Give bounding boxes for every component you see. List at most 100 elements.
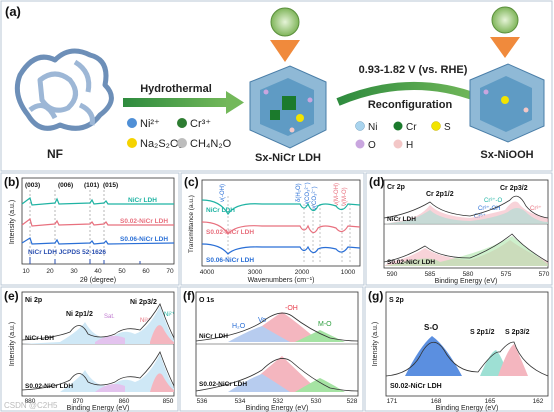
cr2p-trace-nicr [383,195,549,219]
ftir-plot-area [201,179,361,267]
ni2p-peak: Ni 2p3/2 [130,299,157,306]
o1s-trace-s002 [195,358,359,392]
watermark: CSDN @C2H5 [4,401,58,410]
s2p-xlabel: Binding Energy (eV) [436,405,499,412]
xrd-peak: (101) [84,182,99,189]
cr2p-title: Cr 2p [387,184,405,191]
atom-ni: Ni [368,122,377,133]
ldh-precursor-cluster-icon [270,7,300,62]
s2p-xticks: 171 168 165 162 [387,398,544,405]
atom-cr: Cr [406,122,417,133]
cr2p-xtick: 580 [463,271,474,278]
ftir-xtick: 3000 [248,269,263,276]
reagent-cr: Cr³⁺ [190,118,211,130]
atom-o: O [368,140,376,151]
atom-h: H [406,140,413,151]
panel-b-label: (b) [4,175,19,189]
o1s-title: O 1s [199,297,214,304]
ftir-trace-s006 [201,243,361,255]
o1s-xticks: 536 534 532 530 528 [197,398,358,405]
product-cluster-icon [490,6,520,58]
cr2p-xtick: 575 [501,271,512,278]
s2p-ylabel: Intensity (a.u.) [372,322,379,366]
xrd-xtick: 50 [118,268,126,275]
atom-legend: Ni Cr S O H [355,121,451,151]
panel-a-label: (a) [5,4,21,19]
ni2p-peak: Sat. [104,314,115,320]
ftir-annotation: ν(CO₃²⁻) [305,182,311,206]
s2p-peak: S 2p3/2 [505,329,530,336]
intermediate-label: Sx-NiCr LDH [255,152,321,164]
ni2p-xtick: 860 [119,398,130,405]
cr2p-series-s002: S0.02-NiCr LDH [387,259,435,266]
ftir-xtick: 4000 [200,269,215,276]
xrd-xtick: 10 [22,268,30,275]
o1s-xlabel: Binding Energy (eV) [246,405,309,412]
thiosulfate-icon [127,138,137,148]
xrd-plot-area [21,177,175,265]
reagent-urea: CH₄N₂O [190,138,232,150]
ni-ion-icon [127,118,137,128]
panel-c-label: (c) [184,175,199,189]
sx-nicr-ldh-crystal-icon [249,65,327,149]
funnel-icon-2 [490,37,520,58]
panel-g: (g) Intensity (a.u.) S 2p S-O S 2p1/2 S … [364,286,553,412]
o1s-series-s002: S0.02-NiCr LDH [199,381,247,388]
ni2p-trace-nicr [21,303,175,341]
xrd-ylabel: Intensity (a.u.) [9,200,16,244]
product-label: Sx-NiOOH [480,149,533,161]
cr2p-peak: Cr 2p1/2 [426,191,454,198]
o1s-peak: Vo [258,317,266,324]
s2p-xtick: 168 [431,398,442,405]
ni2p-peak: Ni³⁺ [140,317,151,324]
o1s-xtick: 528 [347,398,358,405]
xrd-xtick: 30 [70,268,78,275]
panel-f-label: (f) [183,289,195,303]
cr2p-xtick: 570 [539,271,550,278]
o1s-xtick: 532 [273,398,284,405]
ni2p-series-s002: S0.02-NiCr LDH [25,383,73,390]
xrd-series-nicr: NiCr LDH [128,197,157,204]
xrd-peak-labels: (003) (006) (101) (015) [25,182,118,189]
ftir-annotations: ν(-OH) δ(H₂O) ν(CO₃²⁻) ν(CO₃²⁻) ν(M-OH) … [220,182,348,210]
o1s-peak: H₂O [232,323,246,330]
ftir-trace-s002 [201,221,361,236]
cr2p-peak: Cr³⁺-O [484,197,502,204]
s2p-xtick: 165 [485,398,496,405]
s2p-trace [385,341,549,377]
s2p-xtick: 162 [533,398,544,405]
ni2p-peak: Ni²⁺ [164,311,175,318]
ftir-series-nicr: NiCr LDH [206,207,235,214]
urea-icon [177,138,187,148]
ftir-xticks: 4000 3000 2000 1000 [200,269,356,276]
o1s-series-nicr: NiCr LDH [199,333,228,340]
cr2p-peak: Cr³⁺ [530,205,542,212]
xrd-trace-nicr [21,196,174,206]
ftir-annotation: ν(M-O) [342,187,348,206]
ftir-series-s002: S0.02-NiCr LDH [206,229,254,236]
ni2p-xlabel: Binding Energy (eV) [67,405,130,412]
xrd-reference: NiCr LDH JCPDS 52-1626 [28,249,106,256]
cr2p-peak: Cr 2p3/2 [500,185,528,192]
ftir-xtick: 1000 [341,269,356,276]
ni2p-xtick: 870 [73,398,84,405]
panel-e-label: (e) [4,289,19,303]
ni2p-peak: Ni 2p1/2 [66,311,93,318]
ni2p-title: Ni 2p [25,297,42,304]
ftir-xlabel: Wavenumbers (cm⁻¹) [248,277,315,284]
nf-label: NF [47,147,63,161]
panel-a: (a) NF Hydrothermal Ni²⁺ Cr³⁺ Na₂S₂O₃ CH… [0,0,553,172]
s2p-title: S 2p [389,297,404,304]
o1s-peak: M-O [318,321,332,328]
hydrothermal-label: Hydrothermal [140,83,212,95]
hydrothermal-arrow [123,91,244,114]
cr-ion-icon [177,118,187,128]
cr2p-peak: Cr³⁺-OH [478,205,501,212]
ni2p-series-nicr: NiCr LDH [25,335,54,342]
xrd-xtick: 70 [166,268,174,275]
o1s-xtick: 530 [311,398,322,405]
ni2p-fill-nicr [22,306,174,344]
xrd-peak: (003) [25,182,40,189]
ni2p-xtick: 880 [25,398,36,405]
